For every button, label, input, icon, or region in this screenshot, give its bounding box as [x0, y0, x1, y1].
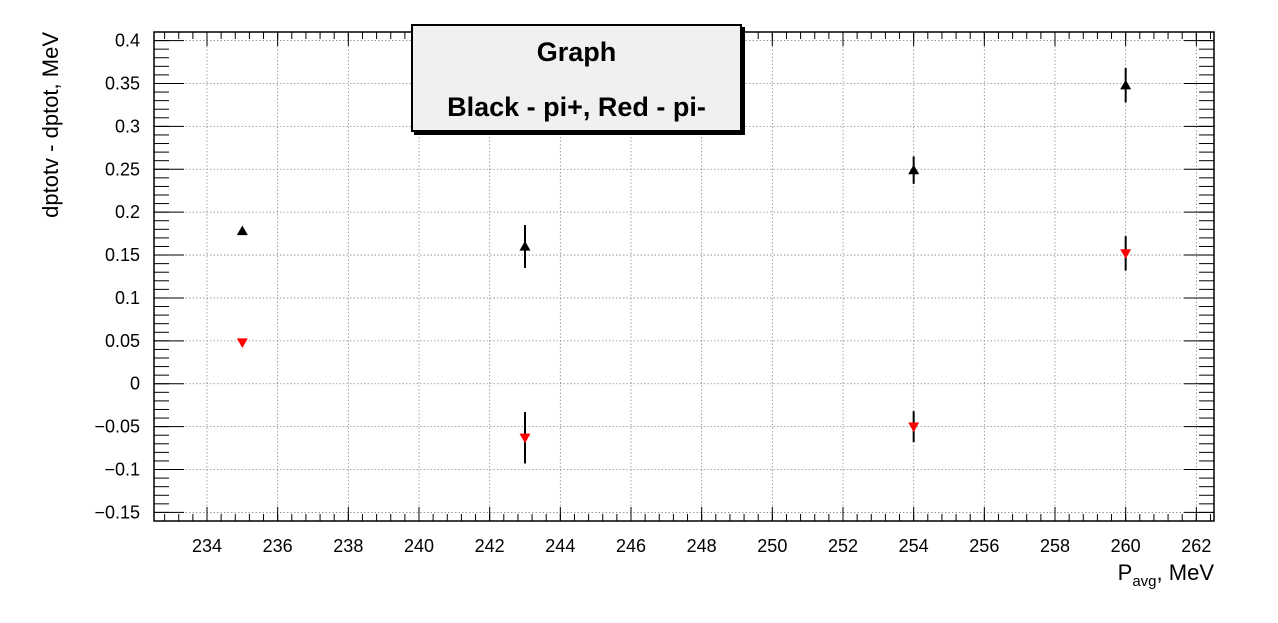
x-tick-label: 246 — [616, 536, 646, 556]
tick-labels: 234 236 238 240 242 244 246 248 250 252 254 256 258 2… — [94, 31, 1211, 556]
y-tick-label: 0.3 — [115, 116, 140, 136]
data-point-pi-minus — [908, 422, 920, 433]
x-tick-label: 252 — [828, 536, 858, 556]
x-tick-label: 258 — [1040, 536, 1070, 556]
chart-subtitle: Black - pi+, Red - pi- — [447, 92, 706, 122]
x-tick-label: 256 — [969, 536, 999, 556]
x-tick-label: 250 — [757, 536, 787, 556]
y-tick-label: 0.05 — [105, 331, 140, 351]
data-points — [236, 68, 1132, 464]
y-tick-label: 0.25 — [105, 159, 140, 179]
data-point-pi-plus — [236, 225, 248, 236]
x-axis-label-sub: avg — [1132, 573, 1156, 590]
x-tick-label: 242 — [475, 536, 505, 556]
x-tick-label: 260 — [1111, 536, 1141, 556]
y-axis-label: dptotv - dptot, MeV — [38, 32, 63, 218]
y-tick-label: 0.1 — [115, 288, 140, 308]
x-tick-label: 238 — [333, 536, 363, 556]
x-tick-label: 248 — [687, 536, 717, 556]
data-point-pi-minus — [236, 338, 248, 349]
y-tick-label: 0 — [130, 374, 140, 394]
x-axis-label-suffix: , MeV — [1157, 560, 1215, 585]
data-point-pi-minus — [1120, 249, 1132, 259]
x-tick-label: 244 — [545, 536, 575, 556]
data-point-pi-plus — [908, 164, 920, 175]
y-tick-label: 0.35 — [105, 73, 140, 93]
x-axis-label: Pavg, MeV — [1118, 560, 1215, 590]
x-axis-label-main: P — [1118, 560, 1133, 585]
x-tick-label: 254 — [899, 536, 929, 556]
data-point-pi-plus — [1120, 79, 1132, 90]
title-box: Graph Black - pi+, Red - pi- — [411, 24, 742, 132]
data-point-pi-minus — [519, 433, 531, 444]
chart-title: Graph — [536, 37, 617, 67]
x-tick-label: 234 — [192, 536, 222, 556]
y-tick-label: −0.15 — [94, 502, 140, 522]
x-tick-label: 262 — [1181, 536, 1211, 556]
x-tick-label: 236 — [263, 536, 293, 556]
y-tick-label: −0.1 — [104, 460, 140, 480]
y-tick-label: 0.2 — [115, 202, 140, 222]
x-tick-label: 240 — [404, 536, 434, 556]
y-tick-label: 0.15 — [105, 245, 140, 265]
y-tick-label: −0.05 — [94, 417, 140, 437]
data-point-pi-plus — [519, 240, 531, 251]
y-tick-label: 0.4 — [115, 31, 140, 51]
